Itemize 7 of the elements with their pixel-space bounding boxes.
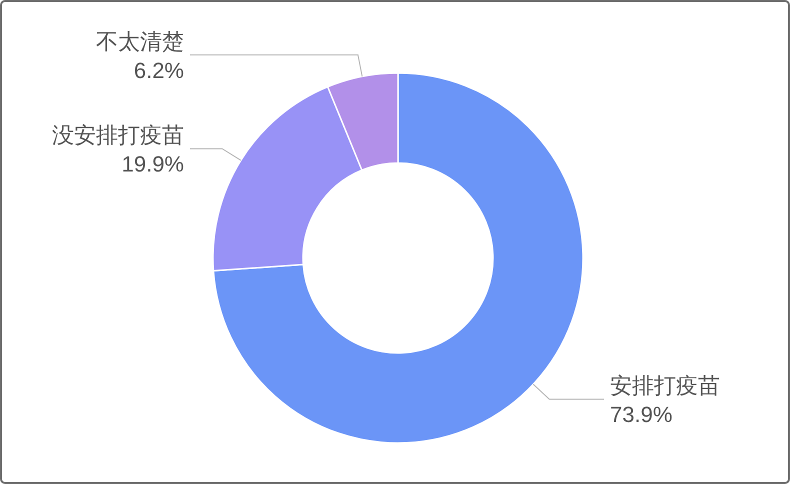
slice-label: 不太清楚 bbox=[96, 28, 184, 54]
slice-label: 安排打疫苗 bbox=[610, 373, 720, 398]
data-label: 19.9% bbox=[122, 152, 184, 177]
data-label: 6.2% bbox=[134, 58, 184, 83]
slice-label: 没安排打疫苗 bbox=[52, 122, 184, 148]
donut-slice bbox=[212, 72, 584, 444]
data-label: 73.9% bbox=[610, 402, 672, 428]
